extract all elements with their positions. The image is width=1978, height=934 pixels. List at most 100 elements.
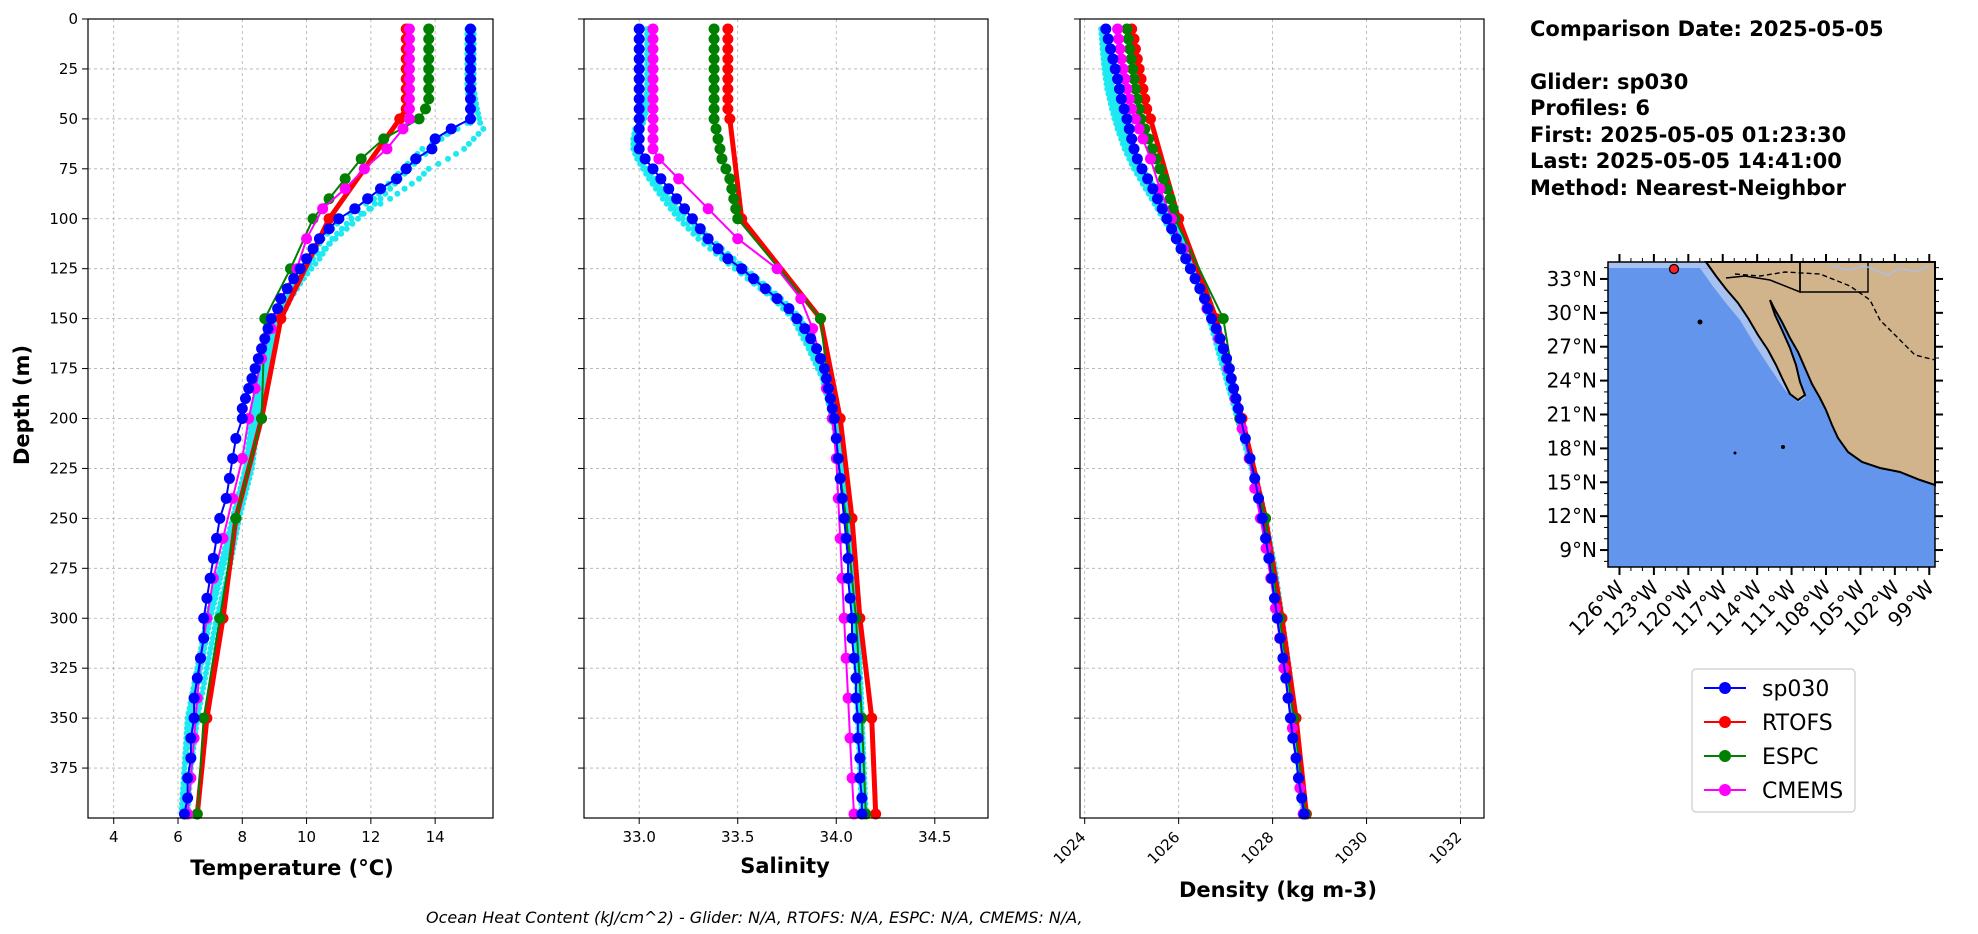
series-point-sp030 (465, 23, 476, 35)
glider-raw-point (690, 225, 697, 232)
series-point-sp030 (1214, 333, 1226, 345)
series-point-sp030 (633, 63, 645, 75)
series-point-sp030 (655, 173, 667, 185)
glider-raw-point (186, 705, 193, 712)
series-point-sp030 (1292, 772, 1304, 784)
y-tick-label: 275 (49, 559, 78, 577)
map-lat-label: 12°N (1547, 504, 1597, 528)
series-point-cmems (381, 143, 393, 155)
glider-raw-point (308, 265, 315, 272)
series-point-sp030 (204, 572, 216, 584)
series-point-sp030 (679, 203, 691, 215)
comparison-date: Comparison Date: 2025-05-05 (1530, 17, 1884, 41)
series-point-sp030 (736, 263, 748, 275)
glider-raw-point (642, 110, 649, 117)
glider-raw-point (416, 175, 423, 182)
series-point-rtofs (724, 113, 736, 125)
series-point-rtofs (722, 93, 734, 105)
series-point-sp030 (1126, 133, 1138, 145)
series-point-rtofs (1141, 103, 1153, 115)
series-point-sp030 (850, 692, 862, 704)
series-point-sp030 (249, 363, 261, 375)
series-point-sp030 (639, 153, 651, 165)
series-point-sp030 (1118, 103, 1130, 115)
series-point-espc (423, 43, 435, 55)
salinity-axis-label: Salinity (740, 854, 830, 878)
series-point-espc (730, 203, 742, 215)
glider-raw-point (387, 195, 394, 202)
series-point-sp030 (1260, 532, 1272, 544)
series-point-cmems (771, 263, 783, 275)
map-island (1781, 445, 1785, 449)
series-point-sp030 (722, 253, 734, 265)
glider-raw-point (659, 190, 666, 197)
glider-raw-point (360, 210, 367, 217)
glider-raw-point (210, 630, 217, 637)
glider-raw-point (1136, 175, 1143, 182)
series-point-sp030 (834, 472, 846, 484)
series-point-cmems (403, 53, 415, 65)
glider-raw-point (221, 545, 228, 552)
series-point-sp030 (465, 93, 476, 105)
series-point-sp030 (465, 73, 476, 85)
series-point-rtofs (1137, 83, 1149, 95)
glider-raw-point (477, 119, 484, 126)
glider-raw-point (184, 720, 191, 727)
series-point-sp030 (1152, 193, 1164, 205)
glider-raw-point (225, 530, 232, 537)
series-point-cmems (647, 133, 659, 145)
series-point-sp030 (856, 792, 868, 804)
series-point-espc (708, 73, 720, 85)
series-point-sp030 (445, 123, 457, 135)
series-point-sp030 (301, 253, 313, 265)
series-point-sp030 (852, 712, 864, 724)
series-point-sp030 (375, 183, 386, 195)
series-point-sp030 (362, 193, 374, 205)
series-point-cmems (702, 203, 714, 215)
series-point-sp030 (313, 233, 325, 245)
map-island (1733, 451, 1737, 455)
series-point-sp030 (828, 413, 840, 424)
series-point-espc (732, 213, 744, 225)
series-point-sp030 (182, 772, 194, 784)
last-time: Last: 2025-05-05 14:41:00 (1530, 149, 1842, 173)
series-point-rtofs (394, 113, 406, 125)
series-point-sp030 (633, 103, 645, 115)
glider-raw-point (651, 180, 658, 187)
series-point-sp030 (223, 472, 235, 484)
series-point-sp030 (1210, 323, 1222, 335)
series-point-sp030 (230, 432, 242, 444)
glider-raw-point (419, 145, 426, 152)
series-point-sp030 (747, 273, 759, 285)
series-point-espc (423, 93, 435, 105)
series-point-sp030 (252, 353, 264, 365)
glider-raw-point (366, 205, 373, 212)
series-point-espc (230, 512, 242, 524)
glider-raw-point (707, 245, 714, 252)
series-point-cmems (647, 63, 659, 75)
series-point-sp030 (633, 113, 645, 125)
series-point-sp030 (1166, 223, 1178, 235)
series-point-cmems (339, 183, 351, 195)
map-border-us-state (1799, 262, 1869, 293)
svg-text:CMEMS: CMEMS (1762, 779, 1843, 804)
series-point-sp030 (1244, 452, 1256, 464)
series-point-sp030 (820, 373, 832, 385)
series-point-espc (708, 93, 720, 105)
series-point-espc (413, 113, 425, 125)
series-point-rtofs (1139, 93, 1151, 105)
glider-raw-point (1118, 135, 1125, 142)
glider-raw-point (184, 725, 190, 732)
series-point-espc (1167, 203, 1179, 215)
series-point-cmems (848, 808, 860, 820)
series-point-sp030 (1100, 23, 1112, 35)
series-point-sp030 (178, 808, 190, 820)
depth-axis-label: Depth (m) (10, 345, 34, 465)
series-point-rtofs (722, 33, 734, 45)
x-tick-label: 12 (361, 828, 380, 846)
svg-text:sp030: sp030 (1762, 677, 1829, 702)
legend-item-sp030: sp030 (1704, 677, 1829, 702)
series-point-sp030 (1253, 492, 1265, 504)
series-point-espc (355, 153, 367, 165)
glider-raw-point (348, 215, 355, 222)
